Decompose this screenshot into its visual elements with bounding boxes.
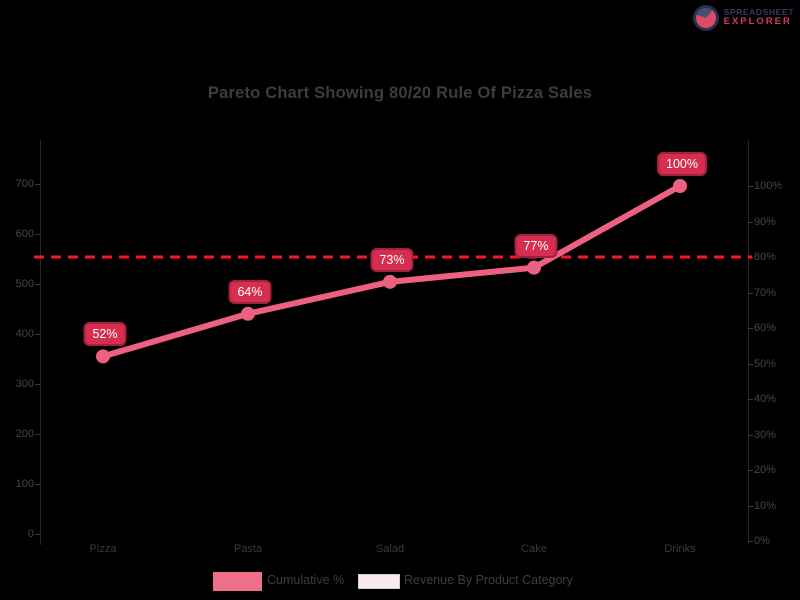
y-axis-left-tick-mark	[35, 534, 40, 535]
y-axis-right-tick-mark	[748, 363, 753, 365]
cumulative-badge: 73%	[370, 247, 414, 272]
y-axis-right-tick-label: 40%	[754, 393, 777, 405]
y-axis-left-tick-mark	[35, 484, 40, 485]
y-axis-right-tick-label: 100%	[754, 180, 783, 192]
pie-chart-icon	[692, 5, 719, 31]
y-axis-right-tick-label: 30%	[754, 428, 777, 441]
y-axis-right-tick-label: 80%	[754, 251, 777, 263]
y-axis-left-tick-mark	[35, 184, 40, 185]
cumulative-badge: 77%	[514, 233, 558, 258]
y-axis-left-tick-mark	[35, 284, 40, 285]
x-axis-label: Pasta	[233, 543, 263, 555]
y-axis-right-tick-mark	[748, 221, 753, 223]
axis-line	[748, 140, 749, 545]
y-axis-left-tick-label: 200	[15, 428, 34, 440]
axis-line	[40, 140, 41, 545]
legend-swatch	[213, 572, 262, 591]
y-axis-right-tick-mark	[748, 292, 753, 294]
data-point-marker	[241, 306, 255, 321]
x-axis-label: Pizza	[89, 543, 117, 555]
x-axis-label: Salad	[375, 543, 405, 555]
y-axis-right-tick-label: 70%	[754, 286, 777, 299]
y-axis-left-tick-label: 100	[15, 478, 34, 490]
y-axis-left-tick-label: 0	[27, 528, 34, 540]
data-point-marker	[383, 274, 397, 289]
data-point-marker	[96, 349, 110, 364]
y-axis-left-tick-mark	[35, 434, 40, 435]
y-axis-right-tick-label: 90%	[754, 215, 777, 228]
y-axis-left-tick-label: 400	[15, 328, 34, 340]
cumulative-badge: 100%	[657, 152, 707, 176]
y-axis-right-tick-mark	[748, 186, 753, 187]
y-axis-right-tick-mark	[748, 434, 753, 436]
y-axis-right-tick-mark	[748, 541, 753, 542]
cumulative-badge: 52%	[83, 322, 127, 347]
brand-name-line1: SPREADSHEET	[723, 6, 794, 17]
x-axis-label: Drinks	[664, 543, 696, 555]
cumulative-badge: 64%	[228, 279, 272, 304]
y-axis-left-tick-mark	[35, 234, 40, 235]
y-axis-left-tick-mark	[35, 384, 40, 385]
y-axis-right-tick-label: 60%	[754, 322, 777, 334]
y-axis-left-tick-label: 300	[15, 378, 34, 390]
y-axis-right-tick-label: 20%	[754, 464, 777, 476]
y-axis-right-tick-mark	[748, 505, 753, 507]
y-axis-left-tick-label: 600	[15, 228, 34, 240]
y-axis-left-tick-label: 500	[15, 278, 34, 290]
legend-swatch	[358, 574, 400, 589]
y-axis-right-tick-label: 10%	[754, 499, 777, 512]
y-axis-right-tick-mark	[748, 399, 753, 400]
y-axis-right-tick-label: 50%	[754, 357, 777, 370]
legend-label: Revenue By Product Category	[404, 573, 573, 587]
data-point-marker	[673, 179, 687, 193]
brand-logo: SPREADSHEET EXPLORER	[692, 5, 794, 31]
brand-name-line2: EXPLORER	[723, 16, 792, 28]
chart-title: Pareto Chart Showing 80/20 Rule Of Pizza…	[207, 84, 593, 102]
y-axis-right-tick-label: 0%	[754, 535, 770, 547]
y-axis-right-tick-mark	[748, 470, 753, 471]
y-axis-left-tick-label: 700	[15, 178, 34, 190]
y-axis-right-tick-mark	[748, 328, 753, 329]
data-point-marker	[527, 260, 541, 275]
legend-label: Cumulative %	[267, 573, 345, 587]
x-axis-label: Cake	[521, 543, 547, 555]
y-axis-left-tick-mark	[35, 334, 40, 335]
